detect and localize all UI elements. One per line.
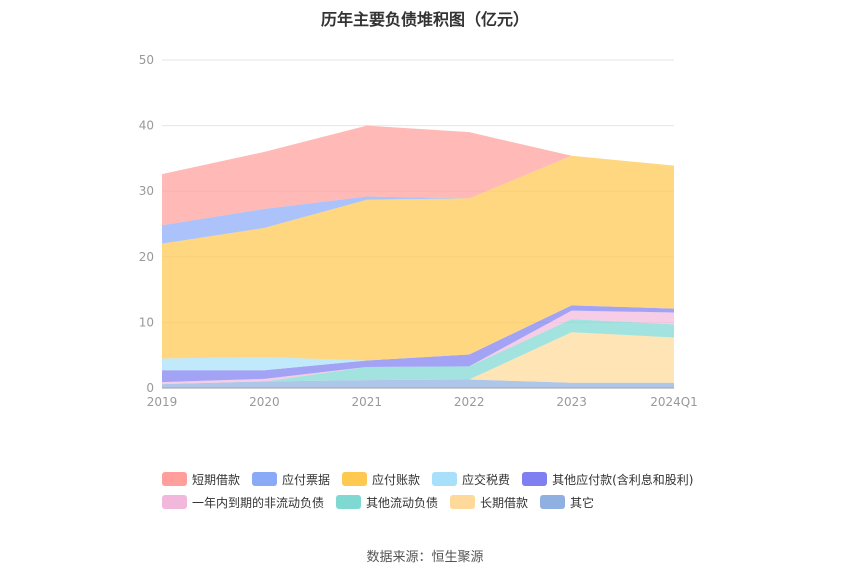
legend-label: 其他应付款(含利息和股利) xyxy=(552,472,694,487)
legend: 短期借款 应付票据 应付账款 应交税费 其他应付款(含利息和股利) 一年内到期的非流动负债… xyxy=(162,471,722,517)
legend-item[interactable]: 其它 xyxy=(540,495,595,510)
area-series xyxy=(162,125,674,388)
legend-label: 其它 xyxy=(570,495,595,510)
legend-item[interactable]: 短期借款 xyxy=(162,472,241,487)
legend-label: 短期借款 xyxy=(192,472,241,487)
legend-label: 一年内到期的非流动负债 xyxy=(192,495,325,510)
x-tick-label: 2024Q1 xyxy=(650,395,698,409)
area-其他流动负债 xyxy=(162,319,674,385)
legend-swatch xyxy=(522,472,548,486)
legend-swatch xyxy=(252,472,278,486)
y-tick-label: 20 xyxy=(139,250,154,264)
legend-swatch xyxy=(450,495,476,509)
legend-item[interactable]: 应付票据 xyxy=(252,472,331,487)
y-tick-label: 30 xyxy=(139,184,154,198)
legend-swatch xyxy=(336,495,362,509)
legend-item[interactable]: 应付账款 xyxy=(342,472,421,487)
legend-label: 应交税费 xyxy=(462,472,511,487)
data-source: 数据来源：恒生聚源 xyxy=(366,550,484,565)
area-一年内到期的非流动负债 xyxy=(162,310,674,385)
legend-label: 应付账款 xyxy=(372,472,421,487)
legend-item[interactable]: 应交税费 xyxy=(432,472,511,487)
legend-swatch xyxy=(540,495,566,509)
area-长期借款 xyxy=(162,332,674,385)
x-tick-label: 2020 xyxy=(249,395,280,409)
x-tick-label: 2019 xyxy=(147,395,178,409)
legend-item[interactable]: 其他流动负债 xyxy=(336,495,439,510)
x-tick-label: 2022 xyxy=(454,395,485,409)
area-应交税费 xyxy=(162,305,674,371)
legend-swatch xyxy=(432,472,458,486)
legend-item[interactable]: 一年内到期的非流动负债 xyxy=(162,495,325,510)
legend-swatch xyxy=(162,472,187,486)
x-tick-label: 2021 xyxy=(352,395,383,409)
y-tick-label: 40 xyxy=(139,119,154,133)
y-tick-label: 0 xyxy=(146,381,154,395)
legend-label: 长期借款 xyxy=(480,495,529,510)
legend-label: 其他流动负债 xyxy=(366,495,439,510)
axes: 0 10 20 30 40 50 2019 2020 2021 2022 2023 2024Q1 xyxy=(139,53,698,409)
area-其它 xyxy=(162,379,674,388)
legend-swatch xyxy=(162,495,187,509)
legend-item[interactable]: 其他应付款(含利息和股利) xyxy=(522,472,694,487)
chart-title: 历年主要负债堆积图（亿元） xyxy=(320,10,529,29)
legend-swatch xyxy=(342,472,368,486)
area-应付票据 xyxy=(162,155,674,244)
legend-item[interactable]: 长期借款 xyxy=(450,495,529,510)
area-其他应付款(含利息和股利) xyxy=(162,305,674,383)
area-应付账款 xyxy=(162,155,674,361)
y-tick-label: 50 xyxy=(139,53,154,67)
area-短期借款 xyxy=(162,125,674,226)
x-tick-label: 2023 xyxy=(556,395,587,409)
y-tick-label: 10 xyxy=(139,315,154,329)
legend-label: 应付票据 xyxy=(282,472,331,487)
